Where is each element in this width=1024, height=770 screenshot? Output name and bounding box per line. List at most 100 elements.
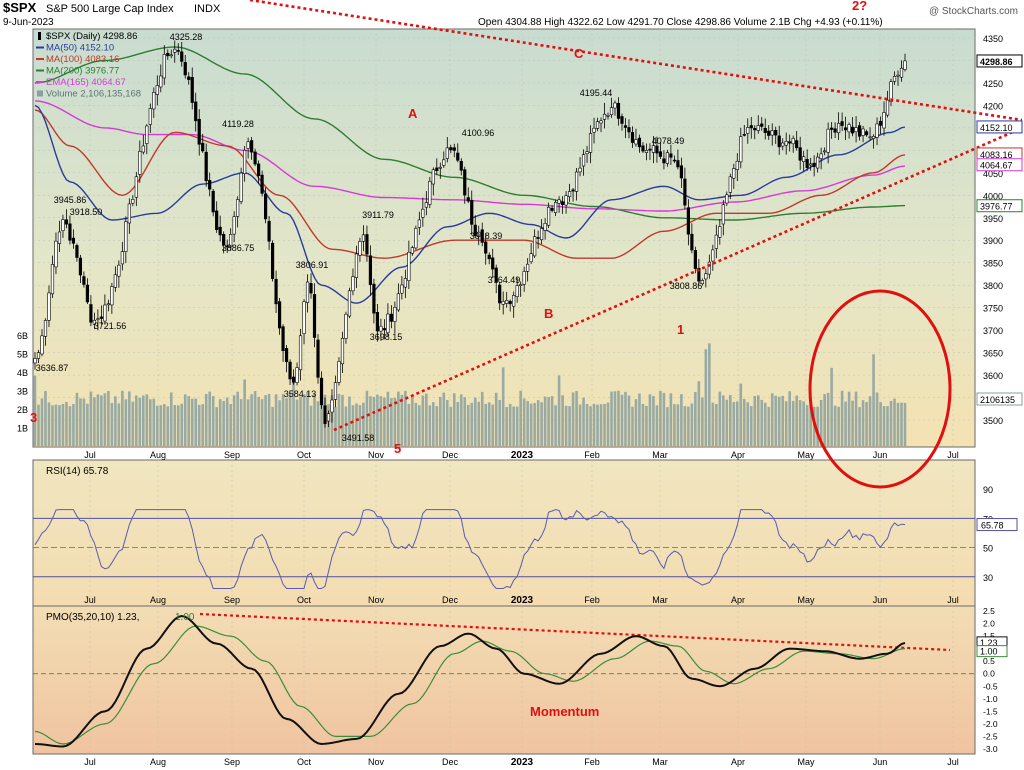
candle-body <box>630 132 635 143</box>
volume-bar <box>93 397 96 446</box>
volume-bar <box>152 398 156 446</box>
month-tick-label: Nov <box>368 757 385 767</box>
candle-body <box>326 413 331 422</box>
candle-body <box>386 313 390 333</box>
volume-bar <box>334 406 337 446</box>
volume-bar <box>522 398 526 446</box>
volume-bar <box>585 404 589 446</box>
volume-bar <box>421 395 425 446</box>
candle-body <box>857 125 862 137</box>
month-tick-label: Jul <box>947 595 959 605</box>
volume-bar <box>183 394 187 446</box>
candle-body <box>871 136 876 139</box>
rsi-line <box>34 509 906 589</box>
volume-bar <box>351 405 355 446</box>
volume-bar <box>211 396 215 446</box>
price-tick-label: 3700 <box>983 326 1003 336</box>
volume-bar <box>236 391 239 446</box>
volume-bar <box>512 406 515 446</box>
ema165-line <box>34 100 906 212</box>
candle-body <box>805 159 809 168</box>
volume-bar <box>477 401 481 446</box>
value-tag-box <box>976 54 1023 68</box>
candle-body <box>204 151 208 182</box>
price-tick-label: 4000 <box>983 191 1003 201</box>
volume-bar <box>564 405 568 446</box>
legend-label: EMA(165) 4064.67 <box>46 77 126 88</box>
volume-bar <box>51 405 54 446</box>
volume-bar <box>414 402 418 446</box>
candle-body <box>445 147 449 159</box>
month-tick-label: Jul <box>84 595 96 605</box>
volume-bar <box>708 343 711 446</box>
volume-bar <box>571 392 575 446</box>
candle-body <box>452 147 456 151</box>
volume-bar <box>795 395 798 446</box>
volume-bar <box>72 404 75 446</box>
pmo-plot <box>33 614 975 748</box>
volume-bar <box>582 397 585 446</box>
volume-bar <box>358 405 362 446</box>
candle-body <box>564 195 568 206</box>
volume-bar <box>397 391 400 446</box>
volume-bar <box>819 399 823 446</box>
candle-body <box>536 237 540 239</box>
volume-bar <box>851 400 854 446</box>
volume-bar <box>501 367 505 446</box>
candle-body <box>145 125 149 144</box>
volume-bar <box>54 404 58 446</box>
price-tick-label: 3800 <box>983 281 1003 291</box>
candle-body <box>117 264 121 277</box>
candle-body <box>669 153 673 158</box>
month-tick-label: Aug <box>150 595 166 605</box>
wave-label-b: B <box>544 306 553 321</box>
candle-body <box>351 276 355 292</box>
volume-bar <box>316 401 320 446</box>
volume-bar <box>439 396 442 446</box>
month-tick-label: 2023 <box>511 757 534 768</box>
candle-body <box>260 174 264 194</box>
candle-body <box>470 200 474 225</box>
candle-body <box>358 241 362 256</box>
pmo-title-signal: 1.00 <box>175 612 195 623</box>
ma200-line <box>34 46 906 221</box>
candle-body <box>728 176 732 193</box>
candle-body <box>347 290 352 317</box>
momentum-annotation: Momentum <box>530 704 599 719</box>
month-tick-label: Nov <box>368 450 385 460</box>
volume-bar <box>732 402 736 446</box>
volume-bar <box>896 402 900 446</box>
month-tick-label: Jun <box>873 595 888 605</box>
volume-bar <box>320 396 323 446</box>
volume-tag-box <box>976 392 1023 406</box>
volume-bar <box>697 381 701 446</box>
volume-bar <box>774 395 778 446</box>
pmo-tick-label: 1.5 <box>983 631 995 641</box>
volume-bar <box>68 406 72 446</box>
pmo-tick-label: 0.0 <box>983 669 995 679</box>
candle-body <box>442 159 446 166</box>
wave-label-5: 5 <box>394 441 401 456</box>
price-candles <box>33 40 907 428</box>
candle-body <box>375 312 380 332</box>
month-tick-label: Jun <box>873 757 888 767</box>
volume-bar <box>155 405 159 446</box>
volume-bar <box>466 404 470 446</box>
volume-bar <box>683 406 687 446</box>
candle-body <box>382 328 386 331</box>
volume-bar <box>826 392 830 446</box>
candle-body <box>291 376 296 383</box>
candle-body <box>50 264 55 295</box>
volume-bar <box>407 403 411 446</box>
candle-body <box>753 128 757 131</box>
candle-body <box>651 145 656 153</box>
volume-bar <box>428 405 432 446</box>
volume-bar <box>763 402 767 446</box>
volume-bar <box>749 406 753 446</box>
value-tag-label: 4298.86 <box>980 57 1013 67</box>
month-tick-label: May <box>797 595 815 605</box>
price-pivot-label: 3918.50 <box>70 207 103 217</box>
volume-bar <box>666 407 669 446</box>
candle-body <box>770 130 774 136</box>
volume-bar <box>362 402 365 446</box>
